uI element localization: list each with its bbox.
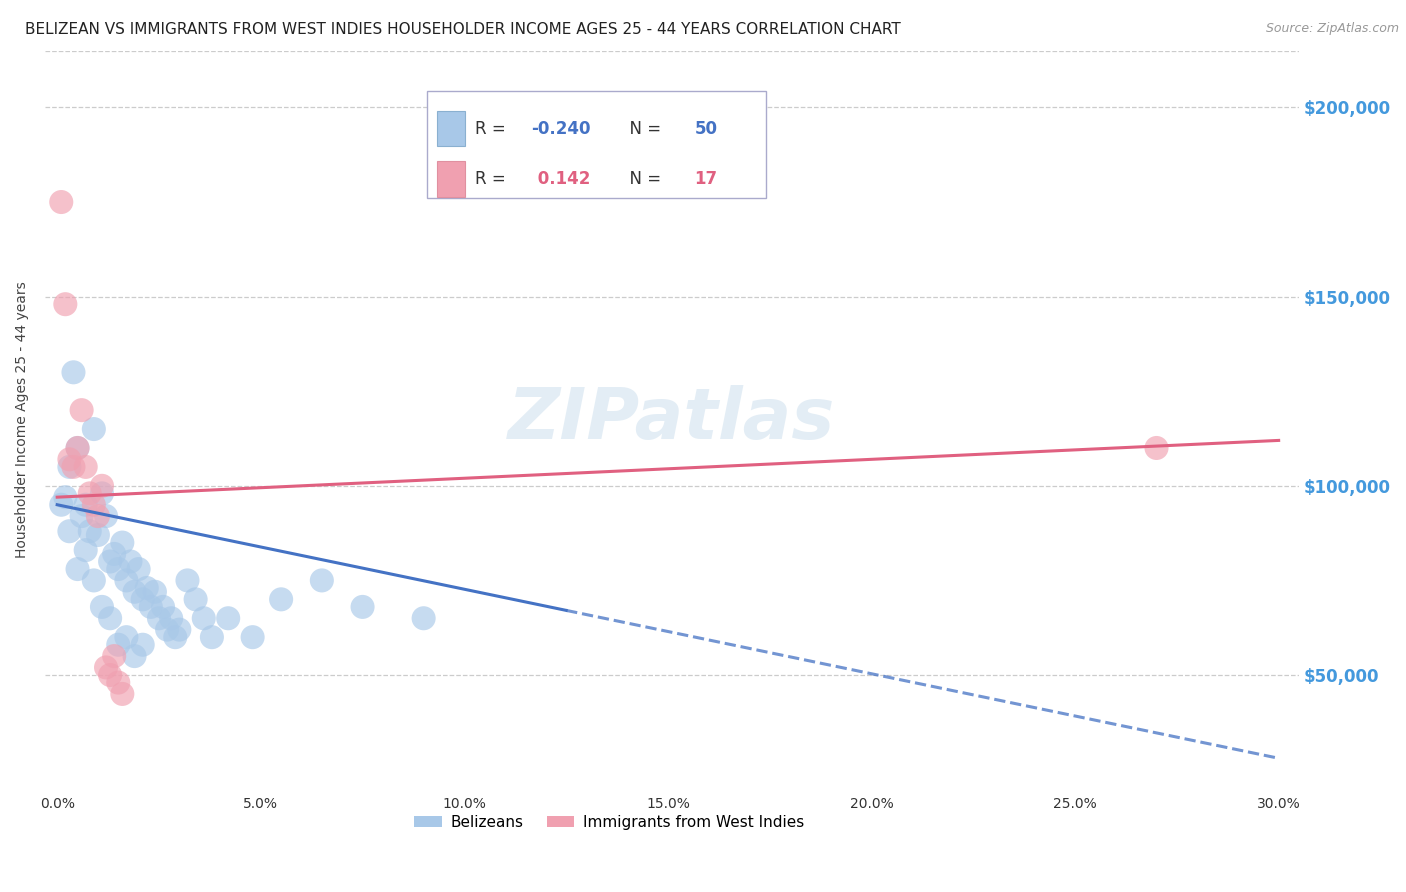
Belizeans [270,592,292,607]
Belizeans [135,581,157,595]
Belizeans [124,584,146,599]
Belizeans [156,623,179,637]
Text: Source: ZipAtlas.com: Source: ZipAtlas.com [1265,22,1399,36]
Belizeans [120,554,142,568]
Belizeans [148,611,170,625]
Bar [437,161,465,197]
Belizeans [66,562,89,576]
Text: N =: N = [619,120,666,137]
Belizeans [91,599,114,614]
Immigrants from West Indies [66,441,89,455]
Belizeans [139,599,162,614]
Belizeans [184,592,207,607]
Belizeans [169,623,191,637]
Belizeans [75,543,97,558]
Immigrants from West Indies [58,452,80,467]
Immigrants from West Indies [70,403,93,417]
Immigrants from West Indies [107,675,129,690]
Immigrants from West Indies [62,459,84,474]
Belizeans [242,630,264,644]
Belizeans [124,649,146,664]
Belizeans [98,554,121,568]
Belizeans [128,562,150,576]
Bar [437,111,465,146]
Belizeans [51,498,73,512]
Belizeans [115,630,138,644]
Immigrants from West Indies [75,459,97,474]
Belizeans [193,611,215,625]
Belizeans [53,490,76,504]
Belizeans [107,562,129,576]
Text: R =: R = [475,170,512,188]
Immigrants from West Indies [1146,441,1168,455]
Belizeans [83,574,105,588]
Legend: Belizeans, Immigrants from West Indies: Belizeans, Immigrants from West Indies [408,809,811,836]
Text: R =: R = [475,120,512,137]
Text: 0.142: 0.142 [531,170,591,188]
Belizeans [131,638,153,652]
Text: BELIZEAN VS IMMIGRANTS FROM WEST INDIES HOUSEHOLDER INCOME AGES 25 - 44 YEARS CO: BELIZEAN VS IMMIGRANTS FROM WEST INDIES … [25,22,901,37]
Text: -0.240: -0.240 [531,120,591,137]
Belizeans [103,547,125,561]
Immigrants from West Indies [83,498,105,512]
Immigrants from West Indies [87,509,110,524]
Immigrants from West Indies [91,479,114,493]
Immigrants from West Indies [79,486,101,500]
Immigrants from West Indies [111,687,134,701]
Immigrants from West Indies [94,660,117,674]
Belizeans [83,422,105,436]
Belizeans [165,630,187,644]
Belizeans [107,638,129,652]
Belizeans [66,441,89,455]
Belizeans [217,611,239,625]
Belizeans [94,509,117,524]
Immigrants from West Indies [98,668,121,682]
Belizeans [201,630,224,644]
Belizeans [58,524,80,539]
Immigrants from West Indies [53,297,76,311]
Belizeans [70,509,93,524]
Belizeans [311,574,333,588]
Belizeans [79,524,101,539]
Belizeans [111,535,134,549]
Belizeans [115,574,138,588]
Belizeans [412,611,434,625]
Belizeans [98,611,121,625]
Belizeans [58,459,80,474]
Text: 17: 17 [695,170,717,188]
Belizeans [62,365,84,379]
Belizeans [152,599,174,614]
Belizeans [131,592,153,607]
Belizeans [143,584,166,599]
FancyBboxPatch shape [427,91,766,198]
Belizeans [91,486,114,500]
Belizeans [160,611,183,625]
Y-axis label: Householder Income Ages 25 - 44 years: Householder Income Ages 25 - 44 years [15,281,30,558]
Text: N =: N = [619,170,666,188]
Text: ZIPatlas: ZIPatlas [509,385,835,454]
Belizeans [352,599,374,614]
Text: 50: 50 [695,120,717,137]
Belizeans [176,574,198,588]
Immigrants from West Indies [103,649,125,664]
Belizeans [87,528,110,542]
Belizeans [75,498,97,512]
Immigrants from West Indies [51,194,73,209]
